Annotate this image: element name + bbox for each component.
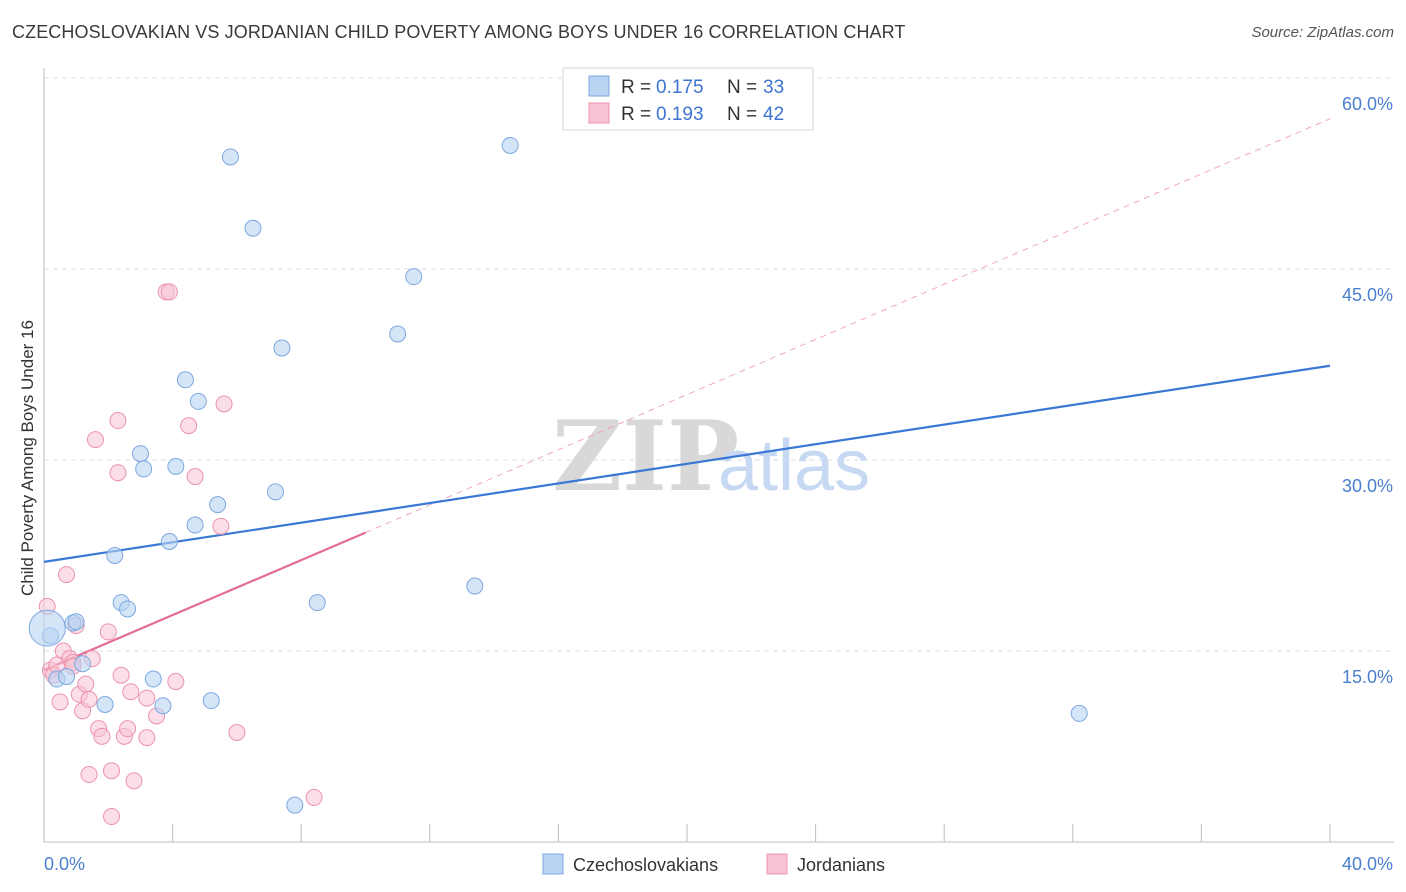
- point-jordanians: [122, 683, 140, 701]
- x-tick-label: 40.0%: [1342, 854, 1393, 874]
- trend-lines: [43, 118, 1331, 672]
- legend-swatch-jordanians: [588, 102, 610, 124]
- point-jordanians: [138, 729, 156, 747]
- point-czechoslovakians: [119, 600, 137, 618]
- point-czechoslovakians: [160, 532, 178, 550]
- bottom-legend-swatch-czechoslovakians: [542, 853, 564, 875]
- bottom-legend-swatch-jordanians: [766, 853, 788, 875]
- point-jordanians: [186, 468, 204, 486]
- legend-n-value: 42: [763, 104, 784, 125]
- point-czechoslovakians: [106, 547, 124, 564]
- trend-line-jordanians: [43, 531, 366, 672]
- point-jordanians: [138, 689, 156, 707]
- point-jordanians: [109, 464, 127, 482]
- data-points: [28, 136, 1088, 826]
- point-jordanians: [93, 727, 111, 745]
- point-czechoslovakians: [67, 613, 85, 631]
- bottom-legend-jordanians: Jordanians: [797, 855, 885, 875]
- y-axis-title: Child Poverty Among Boys Under 16: [18, 320, 37, 596]
- point-jordanians: [305, 788, 323, 806]
- correlation-legend: R = 0.175 N = 33 R = 0.193 N = 42: [562, 67, 814, 131]
- point-czechoslovakians: [244, 219, 262, 237]
- legend-swatch-czechoslovakians: [588, 75, 610, 97]
- point-czechoslovakians: [308, 594, 326, 612]
- watermark-atlas: atlas: [718, 426, 870, 506]
- point-czechoslovakians: [135, 460, 153, 478]
- point-jordanians: [99, 623, 117, 641]
- point-czechoslovakians: [273, 339, 291, 357]
- y-tick-label: 15.0%: [1342, 667, 1393, 687]
- point-czechoslovakians: [58, 667, 76, 685]
- legend-r-label: R =: [621, 104, 651, 125]
- point-jordanians: [215, 395, 233, 413]
- grid-lines: [44, 77, 1394, 652]
- legend-n-value: 33: [763, 77, 784, 98]
- chart-title: CZECHOSLOVAKIAN VS JORDANIAN CHILD POVER…: [12, 22, 906, 42]
- point-czechoslovakians: [286, 796, 304, 814]
- watermark-zip: ZIP: [552, 400, 739, 513]
- point-jordanians: [51, 693, 69, 711]
- legend-r-label: R =: [621, 77, 651, 98]
- point-jordanians: [103, 762, 121, 780]
- point-jordanians: [228, 723, 246, 741]
- point-jordanians: [77, 675, 95, 693]
- point-czechoslovakians: [167, 457, 185, 475]
- y-tick-label: 30.0%: [1342, 476, 1393, 496]
- point-jordanians: [119, 720, 137, 738]
- point-czechoslovakians: [266, 483, 284, 501]
- bottom-legend-czechoslovakians: Czechoslovakians: [573, 855, 718, 875]
- point-jordanians: [160, 283, 178, 301]
- point-czechoslovakians: [131, 445, 149, 463]
- point-czechoslovakians: [189, 392, 207, 410]
- point-czechoslovakians: [28, 609, 66, 647]
- point-czechoslovakians: [202, 692, 220, 710]
- trend-line-jordanians-extrapolated: [365, 118, 1331, 534]
- source-label: Source: ZipAtlas.com: [1251, 24, 1394, 41]
- point-jordanians: [86, 431, 104, 449]
- point-czechoslovakians: [96, 695, 114, 713]
- point-jordanians: [58, 566, 76, 584]
- point-jordanians: [103, 808, 121, 826]
- y-tick-label: 45.0%: [1342, 285, 1393, 305]
- point-jordanians: [125, 772, 143, 790]
- legend-n-label: N =: [727, 77, 757, 98]
- legend-r-value: 0.175: [656, 77, 704, 98]
- point-czechoslovakians: [74, 655, 92, 673]
- point-czechoslovakians: [221, 148, 239, 166]
- y-tick-label: 60.0%: [1342, 94, 1393, 114]
- point-jordanians: [80, 690, 98, 708]
- legend-r-value: 0.193: [656, 104, 704, 125]
- point-czechoslovakians: [389, 325, 407, 343]
- legend-n-label: N =: [727, 104, 757, 125]
- point-jordanians: [167, 673, 185, 691]
- trend-line-czechoslovakians: [43, 364, 1331, 563]
- point-czechoslovakians: [405, 268, 423, 286]
- point-jordanians: [80, 766, 98, 784]
- x-tick-labels: 0.0% 40.0%: [44, 854, 1393, 874]
- point-czechoslovakians: [186, 516, 204, 534]
- point-czechoslovakians: [1070, 704, 1088, 722]
- series-legend: Czechoslovakians Jordanians: [542, 853, 885, 875]
- x-tick-label: 0.0%: [44, 854, 85, 874]
- y-tick-labels: 15.0% 30.0% 45.0% 60.0%: [1342, 94, 1393, 687]
- point-jordanians: [109, 412, 127, 430]
- point-jordanians: [212, 517, 230, 535]
- point-czechoslovakians: [176, 371, 194, 389]
- point-czechoslovakians: [501, 136, 519, 154]
- point-jordanians: [180, 417, 198, 435]
- point-czechoslovakians: [144, 670, 162, 688]
- watermark: ZIP atlas: [552, 400, 870, 513]
- point-jordanians: [112, 666, 130, 684]
- point-czechoslovakians: [154, 697, 172, 715]
- point-czechoslovakians: [466, 577, 484, 595]
- axes: [43, 68, 1394, 843]
- point-czechoslovakians: [209, 496, 227, 514]
